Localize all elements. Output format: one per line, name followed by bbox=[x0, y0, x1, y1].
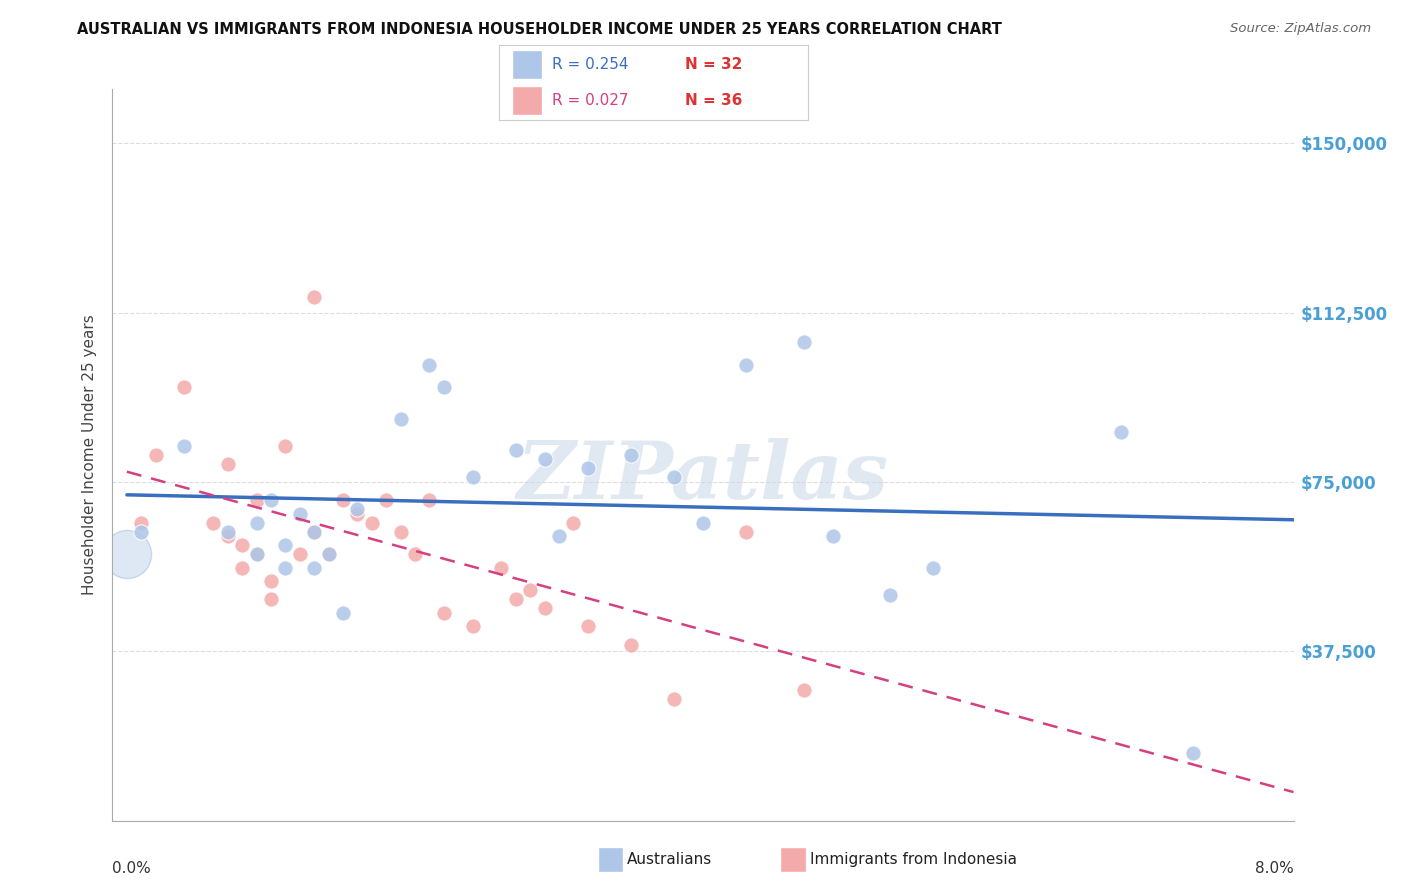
Point bbox=[793, 334, 815, 349]
Point bbox=[821, 529, 844, 543]
Point bbox=[245, 547, 267, 561]
Point bbox=[360, 516, 382, 530]
Text: Source: ZipAtlas.com: Source: ZipAtlas.com bbox=[1230, 22, 1371, 36]
Point bbox=[115, 547, 138, 561]
Point bbox=[260, 493, 283, 508]
Text: ZIPatlas: ZIPatlas bbox=[517, 438, 889, 516]
Point bbox=[562, 516, 585, 530]
Point bbox=[231, 561, 253, 575]
Point bbox=[145, 448, 167, 462]
Point bbox=[318, 547, 340, 561]
Point bbox=[332, 606, 354, 620]
Point bbox=[433, 380, 456, 394]
Point bbox=[389, 524, 412, 539]
Point bbox=[346, 502, 368, 516]
Point bbox=[922, 561, 945, 575]
Point bbox=[274, 538, 297, 552]
Point bbox=[288, 507, 311, 521]
Text: N = 36: N = 36 bbox=[685, 93, 742, 108]
Point bbox=[576, 461, 599, 475]
Point bbox=[389, 412, 412, 426]
Point bbox=[217, 529, 239, 543]
Point bbox=[664, 470, 686, 484]
Point bbox=[533, 452, 555, 467]
Point bbox=[620, 638, 643, 652]
Point bbox=[1181, 746, 1204, 760]
Point bbox=[332, 493, 354, 508]
Point bbox=[461, 470, 484, 484]
Bar bbox=[512, 50, 543, 78]
Text: 8.0%: 8.0% bbox=[1254, 861, 1294, 876]
Text: 0.0%: 0.0% bbox=[112, 861, 152, 876]
Point bbox=[692, 516, 714, 530]
Text: R = 0.254: R = 0.254 bbox=[551, 57, 628, 72]
Point bbox=[302, 290, 325, 304]
Bar bbox=[512, 87, 543, 115]
Point bbox=[129, 524, 152, 539]
Point bbox=[418, 358, 440, 372]
Point bbox=[1109, 425, 1132, 440]
Point bbox=[461, 619, 484, 633]
Point bbox=[519, 583, 541, 598]
Point bbox=[173, 380, 195, 394]
Point bbox=[302, 524, 325, 539]
Point bbox=[404, 547, 426, 561]
Text: R = 0.027: R = 0.027 bbox=[551, 93, 628, 108]
Point bbox=[260, 574, 283, 589]
Point bbox=[202, 516, 225, 530]
Point bbox=[491, 561, 513, 575]
Point bbox=[533, 601, 555, 615]
Point bbox=[318, 547, 340, 561]
Text: Australians: Australians bbox=[627, 853, 713, 867]
Point bbox=[433, 606, 456, 620]
Point bbox=[375, 493, 398, 508]
Point bbox=[576, 619, 599, 633]
Y-axis label: Householder Income Under 25 years: Householder Income Under 25 years bbox=[82, 315, 97, 595]
Point bbox=[129, 516, 152, 530]
Point bbox=[245, 547, 267, 561]
Point bbox=[245, 516, 267, 530]
Point bbox=[173, 439, 195, 453]
Point bbox=[274, 561, 297, 575]
Point bbox=[245, 493, 267, 508]
Point bbox=[793, 682, 815, 697]
Text: N = 32: N = 32 bbox=[685, 57, 742, 72]
Point bbox=[260, 592, 283, 607]
Point bbox=[879, 588, 901, 602]
Point bbox=[231, 538, 253, 552]
Point bbox=[274, 439, 297, 453]
Point bbox=[505, 443, 527, 458]
Point bbox=[548, 529, 571, 543]
Point bbox=[735, 358, 758, 372]
Point bbox=[302, 561, 325, 575]
Point bbox=[664, 691, 686, 706]
Point bbox=[505, 592, 527, 607]
Text: Immigrants from Indonesia: Immigrants from Indonesia bbox=[810, 853, 1017, 867]
Point bbox=[418, 493, 440, 508]
Point bbox=[217, 457, 239, 471]
Point bbox=[302, 524, 325, 539]
Point bbox=[217, 524, 239, 539]
Point bbox=[620, 448, 643, 462]
Point bbox=[346, 507, 368, 521]
Point bbox=[288, 547, 311, 561]
Text: AUSTRALIAN VS IMMIGRANTS FROM INDONESIA HOUSEHOLDER INCOME UNDER 25 YEARS CORREL: AUSTRALIAN VS IMMIGRANTS FROM INDONESIA … bbox=[77, 22, 1002, 37]
Point bbox=[735, 524, 758, 539]
